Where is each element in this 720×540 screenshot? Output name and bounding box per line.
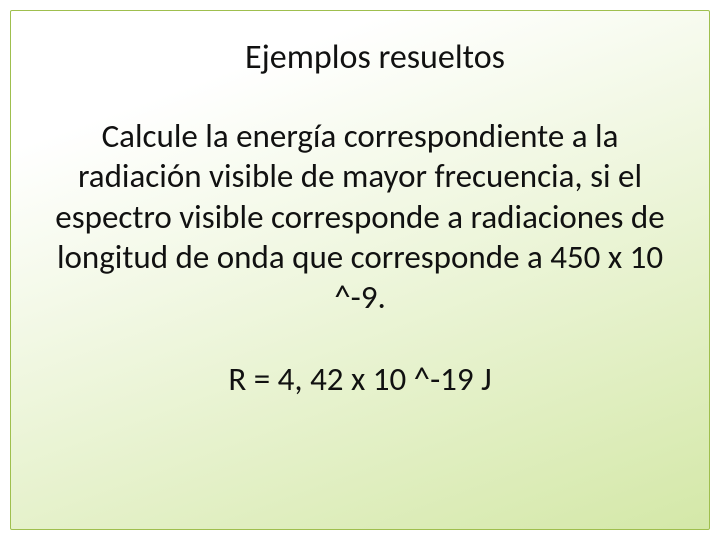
- slide-answer: R = 4, 42 x 10 ^-19 J: [51, 359, 669, 399]
- slide-body: Calcule la energía correspondiente a la …: [51, 116, 669, 317]
- slide-card: Ejemplos resueltos Calcule la energía co…: [10, 10, 710, 530]
- slide-title: Ejemplos resueltos: [51, 37, 669, 78]
